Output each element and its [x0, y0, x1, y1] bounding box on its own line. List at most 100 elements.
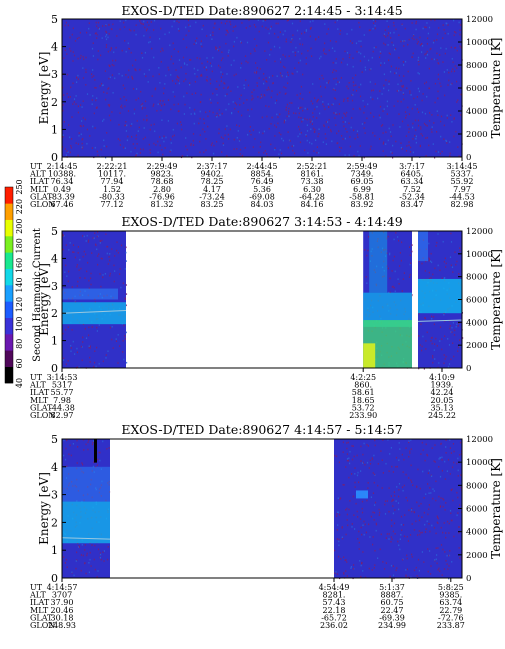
colorbar-swatch: [5, 268, 13, 286]
ephemeris-row-label: ALT: [29, 170, 46, 179]
y-axis-label: Energy [eV]: [37, 52, 51, 125]
ephemeris-value: 2:29:49: [147, 162, 178, 171]
ephemeris-value: 22.18: [323, 606, 346, 615]
y-tick-label: 2: [51, 516, 58, 529]
ephemeris-value: -64.28: [299, 192, 325, 201]
ephemeris-value: 8887.: [381, 591, 404, 600]
ephemeris-value: 2:52:21: [297, 162, 328, 171]
colorbar-swatch: [5, 187, 13, 204]
data-segment: [62, 19, 462, 157]
ephemeris-value: 20.05: [431, 396, 454, 405]
ephemeris-row-label: ILAT: [30, 177, 50, 186]
ephemeris-value: 55.92: [451, 177, 474, 186]
y2-tick-label: 10000: [466, 458, 493, 468]
y-tick-label: 1: [51, 544, 58, 557]
ephemeris-value: 4:2:25: [350, 373, 376, 382]
colorbar-swatch: [5, 317, 13, 335]
ephemeris-value: -72.76: [438, 613, 464, 622]
ephemeris-value: 10388.: [48, 170, 76, 179]
ephemeris-value: 82.98: [451, 200, 474, 209]
ephemeris-row-label: MLT: [30, 396, 49, 405]
ephemeris-value: 77.94: [101, 177, 124, 186]
ephemeris-value: 5:8:25: [438, 583, 464, 592]
y-tick-label: 5: [51, 225, 58, 238]
ephemeris-value: 236.02: [320, 621, 348, 630]
ephemeris-value: 69.05: [351, 177, 374, 186]
temperature-trace: [61, 309, 127, 314]
ephemeris-value: 2:14:45: [47, 162, 78, 171]
ephemeris-value: 7349.: [351, 170, 374, 179]
colorbar-tick-label: 80: [15, 339, 24, 349]
saturation-streak: [94, 439, 97, 463]
ephemeris-value: 248.93: [48, 621, 76, 630]
ephemeris-value: 4.17: [203, 185, 221, 194]
ephemeris-value: 6.99: [353, 185, 371, 194]
colorbar-tick-label: 220: [15, 199, 24, 214]
y2-tick-label: 4000: [466, 528, 488, 538]
y2-tick-label: 4000: [466, 318, 488, 328]
ephemeris-value: 76.34: [51, 177, 74, 186]
y2-tick-label: 12000: [466, 227, 493, 237]
intensity-band: [418, 231, 428, 262]
ephemeris-value: 8854.: [251, 170, 274, 179]
y-tick-label: 0: [51, 362, 58, 375]
y-tick-label: 1: [51, 335, 58, 348]
ephemeris-row-label: UT: [30, 373, 43, 382]
ephemeris-value: 234.99: [378, 621, 406, 630]
ephemeris-value: 3:7:17: [399, 162, 425, 171]
intensity-band: [62, 302, 126, 325]
ephemeris-row-label: GLAT: [30, 403, 53, 412]
ephemeris-value: 3:14:53: [47, 373, 78, 382]
ephemeris-value: 8281.: [323, 591, 346, 600]
y2-tick-label: 12000: [466, 435, 493, 445]
ephemeris-row-label: MLT: [30, 185, 49, 194]
y2-tick-label: 10000: [466, 250, 493, 260]
ephemeris-value: 5:1:37: [379, 583, 405, 592]
ephemeris-value: 860.: [354, 381, 372, 390]
ephemeris-value: 233.90: [349, 411, 377, 420]
y-tick-label: 0: [51, 151, 58, 164]
colorbar-tick-label: 100: [15, 317, 24, 332]
colorbar-tick-label: 160: [15, 258, 24, 273]
ephemeris-value: 4:14:57: [47, 583, 78, 592]
ephemeris-row-label: ALT: [29, 591, 46, 600]
colorbar-label: Second Harmonic Current: [32, 228, 43, 362]
y-tick-label: 4: [51, 252, 58, 265]
ephemeris-value: -83.39: [49, 192, 75, 201]
ephemeris-value: -44.53: [449, 192, 475, 201]
y2-tick-label: 10000: [466, 38, 493, 48]
panel-title: EXOS-D/TED Date:890627 2:14:45 - 3:14:45: [121, 3, 402, 18]
colorbar-swatch: [5, 236, 13, 253]
intensity-band: [369, 231, 388, 293]
y-tick-label: 3: [51, 489, 58, 502]
intensity-band: [62, 466, 110, 502]
ephemeris-value: 76.49: [251, 177, 274, 186]
colorbar-swatch: [5, 366, 13, 384]
colorbar-tick-label: 250: [15, 179, 24, 194]
y2-tick-label: 0: [466, 364, 471, 374]
ephemeris-value: 9402.: [201, 170, 224, 179]
ephemeris-value: 10117.: [98, 170, 126, 179]
ephemeris-value: 8161.: [301, 170, 324, 179]
ephemeris-value: 83.47: [401, 200, 424, 209]
ephemeris-value: 2:44:45: [247, 162, 278, 171]
colorbar-swatch: [5, 203, 13, 220]
ephemeris-value: 3707: [52, 591, 72, 600]
colorbar-swatch: [5, 350, 13, 367]
ephemeris-value: 63.74: [439, 598, 462, 607]
ephemeris-value: -44.38: [49, 403, 75, 412]
colorbar-tick-label: 120: [15, 297, 24, 312]
ephemeris-value: 1939.: [431, 381, 454, 390]
ephemeris-value: 37.90: [51, 598, 74, 607]
intensity-band: [363, 343, 376, 368]
ephemeris-value: -76.96: [149, 192, 175, 201]
ephemeris-row-label: UT: [30, 583, 43, 592]
ephemeris-value: 6.30: [303, 185, 321, 194]
ephemeris-value: 9385.: [439, 591, 462, 600]
ephemeris-value: 57.43: [323, 598, 346, 607]
colorbar-swatch: [5, 252, 13, 269]
intensity-band: [62, 501, 110, 544]
ephemeris-value: 7.52: [403, 185, 421, 194]
ephemeris-value: 7.97: [453, 185, 471, 194]
